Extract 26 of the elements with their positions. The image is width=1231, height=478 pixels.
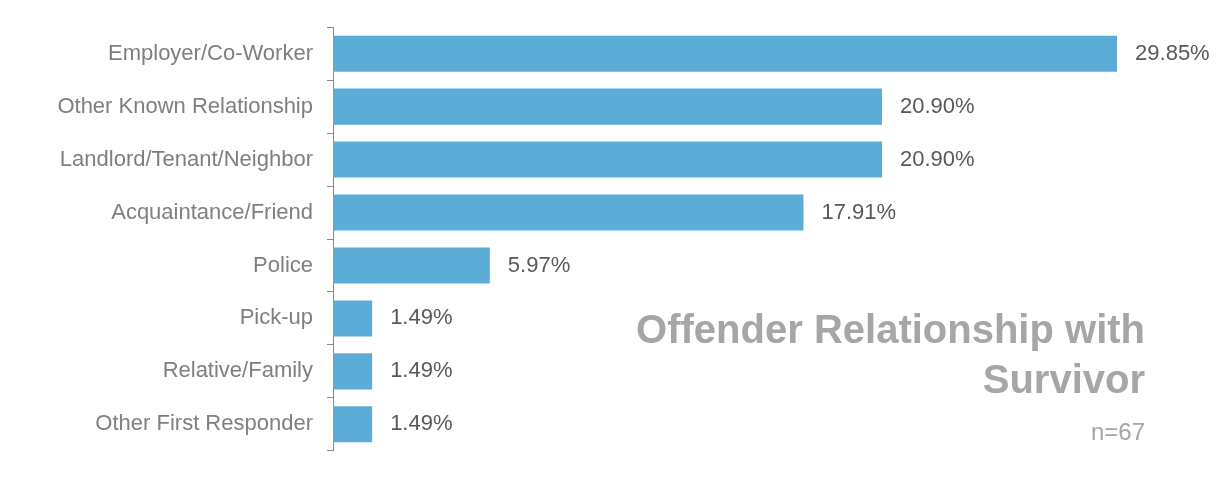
y-tick-label: Relative/Family — [162, 357, 313, 383]
bar — [333, 247, 490, 284]
bar — [333, 194, 804, 231]
y-tick-label: Acquaintance/Friend — [111, 198, 313, 224]
bar — [333, 141, 882, 178]
data-label: 5.97% — [507, 251, 571, 277]
data-label: 1.49% — [390, 357, 453, 383]
data-label: 1.49% — [390, 410, 453, 436]
bar — [333, 300, 373, 337]
y-tick-label: Other Known Relationship — [57, 92, 313, 118]
data-label: 29.85% — [1135, 39, 1210, 65]
text: n=67 — [1090, 418, 1145, 446]
data-label: 1.49% — [390, 304, 453, 330]
y-tick-label: Pick-up — [239, 304, 313, 330]
y-tick-label: Other First Responder — [95, 410, 313, 436]
data-label: 17.91% — [821, 198, 897, 224]
y-tick-label: Police — [253, 251, 313, 277]
bar — [333, 88, 882, 125]
y-tick-label: Employer/Co-Worker — [108, 39, 313, 65]
y-tick-label: Landlord/Tenant/Neighbor — [59, 145, 313, 171]
text: Offender Relationship with Survivor — [635, 306, 1145, 403]
bar — [333, 353, 373, 390]
bar — [333, 406, 373, 443]
data-label: 20.90% — [899, 145, 975, 171]
bar — [333, 35, 1118, 72]
data-label: 20.90% — [899, 92, 975, 118]
